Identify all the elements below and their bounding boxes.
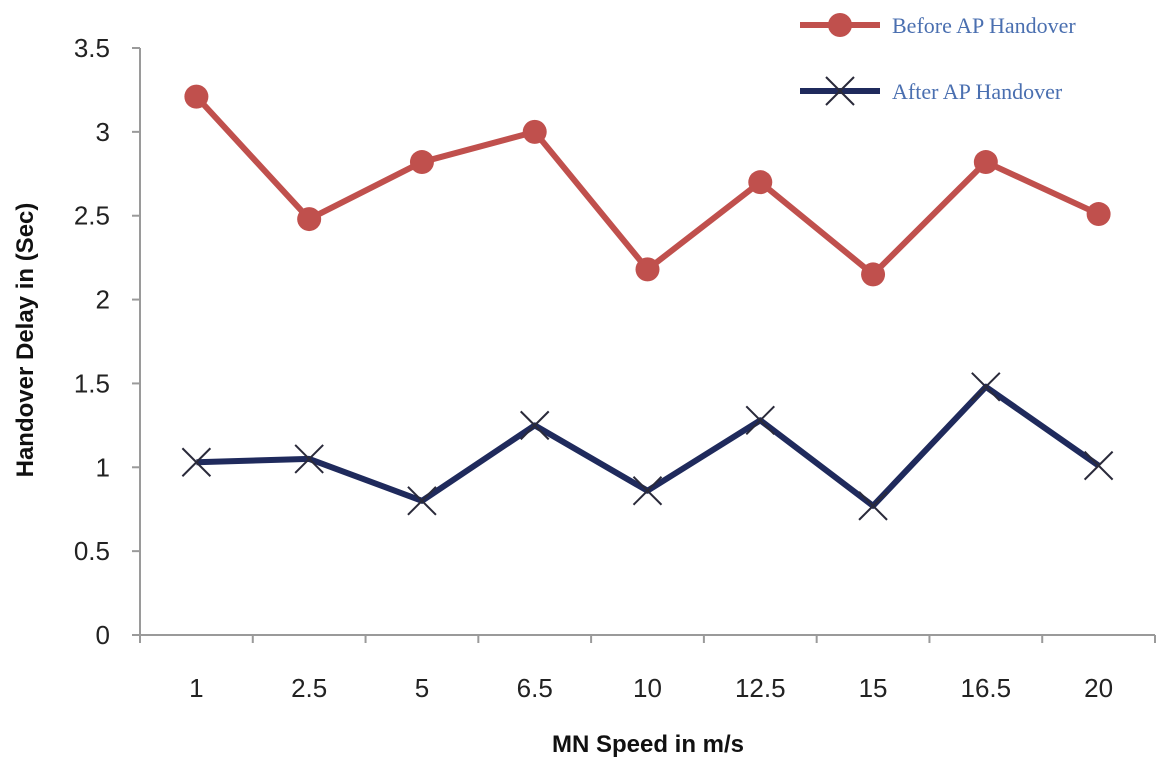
- x-tick-label: 15: [859, 673, 888, 703]
- data-point: [861, 262, 886, 287]
- data-point: [409, 150, 434, 175]
- plot-area: [181, 84, 1114, 521]
- legend-label: Before AP Handover: [892, 13, 1076, 38]
- x-tick-label: 16.5: [961, 673, 1012, 703]
- data-point: [297, 207, 322, 232]
- data-point: [1083, 450, 1114, 481]
- legend-item: After AP Handover: [800, 76, 1063, 106]
- x-axis: 1 2.5 5 6.5 10 12.5 15 16.5 20: [139, 634, 1156, 703]
- x-marker-stroke: [181, 447, 212, 477]
- legend-marker: [828, 13, 852, 37]
- data-point: [971, 372, 1001, 402]
- x-tick-label: 5: [415, 673, 429, 703]
- y-tick-label: 1: [96, 452, 110, 482]
- data-point: [1086, 202, 1111, 227]
- data-point: [184, 84, 209, 109]
- data-point: [748, 170, 773, 195]
- y-tick-label: 3.5: [74, 33, 110, 63]
- series-line: [196, 383, 1101, 509]
- x-marker-stroke: [858, 491, 888, 521]
- legend: Before AP Handover After AP Handover: [800, 13, 1076, 106]
- x-tick-label: 1: [189, 673, 203, 703]
- y-axis: 0 0.5 1 1.5 2 2.5 3 3.5: [74, 33, 141, 650]
- x-axis-title: MN Speed in m/s: [552, 731, 744, 758]
- data-point: [858, 491, 888, 521]
- series-after-ap-handover: [181, 372, 1114, 521]
- y-tick-label: 0: [96, 620, 110, 650]
- data-point: [973, 150, 998, 175]
- y-tick-label: 3: [96, 117, 110, 147]
- x-tick-label: 2.5: [291, 673, 327, 703]
- series-before-ap-handover: [184, 84, 1111, 287]
- legend-marker: [825, 76, 855, 106]
- data-point: [520, 410, 550, 441]
- data-point: [407, 486, 437, 516]
- x-marker-stroke: [632, 476, 663, 506]
- y-tick-label: 0.5: [74, 536, 110, 566]
- y-tick-label: 2: [96, 285, 110, 315]
- x-tick-label: 6.5: [517, 673, 553, 703]
- x-marker-stroke: [1083, 450, 1114, 481]
- y-tick-label: 1.5: [74, 368, 110, 398]
- data-point: [635, 257, 660, 282]
- data-point: [632, 476, 663, 506]
- data-point: [294, 444, 324, 474]
- x-marker-stroke: [745, 405, 775, 436]
- x-marker-stroke: [971, 372, 1001, 402]
- data-point: [181, 447, 212, 477]
- data-point: [522, 119, 547, 144]
- series-line: [194, 94, 1100, 278]
- x-tick-label: 12.5: [735, 673, 786, 703]
- x-marker-stroke: [520, 410, 550, 441]
- x-marker-stroke: [407, 486, 437, 516]
- x-tick-label: 20: [1084, 673, 1113, 703]
- legend-item: Before AP Handover: [800, 13, 1076, 38]
- y-tick-label: 2.5: [74, 201, 110, 231]
- x-tick-label: 10: [633, 673, 662, 703]
- data-point: [745, 405, 775, 436]
- x-marker-stroke: [294, 444, 324, 474]
- legend-label: After AP Handover: [892, 79, 1063, 104]
- y-axis-title: Handover Delay in (Sec): [12, 203, 39, 478]
